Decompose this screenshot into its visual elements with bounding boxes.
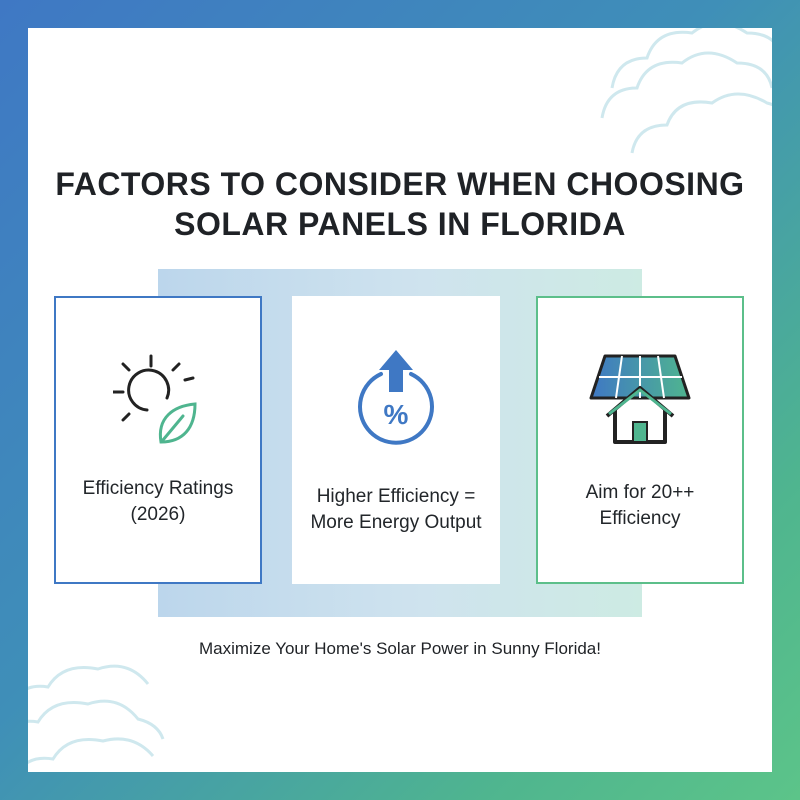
cloud-decoration-icon xyxy=(28,664,165,765)
card-label-line-1: Efficiency Ratings xyxy=(82,478,234,499)
card-label: Aim for 20++ Efficiency xyxy=(548,480,732,532)
card-label: Efficiency Ratings (2026) xyxy=(66,476,250,528)
card-label-line-1: Higher Efficiency = xyxy=(316,486,476,507)
tagline: Maximize Your Home's Solar Power in Sunn… xyxy=(199,639,601,658)
solar-panel-house-icon xyxy=(538,348,742,453)
page-title: FACTORS TO CONSIDER WHEN CHOOSING SOLAR … xyxy=(28,164,772,244)
card-label: Higher Efficiency = More Energy Output xyxy=(304,484,488,536)
card-label-line-2: Efficiency xyxy=(599,508,681,529)
card-higher-efficiency: % Higher Efficiency = More Energy Output xyxy=(292,296,500,584)
sun-leaf-icon xyxy=(56,348,260,453)
title-line-2: SOLAR PANELS IN FLORIDA xyxy=(174,206,626,242)
card-label-line-1: Aim for 20++ xyxy=(585,482,695,503)
percent-up-arrow-icon: % xyxy=(294,348,498,453)
svg-text:%: % xyxy=(384,399,409,430)
card-label-line-2: (2026) xyxy=(130,504,186,525)
title-line-1: FACTORS TO CONSIDER WHEN CHOOSING xyxy=(55,166,745,202)
card-label-line-2: More Energy Output xyxy=(310,512,482,533)
cloud-decoration-icon xyxy=(600,28,772,154)
card-efficiency-ratings: Efficiency Ratings (2026) xyxy=(54,296,262,584)
card-aim-for-20: Aim for 20++ Efficiency xyxy=(536,296,744,584)
content-panel: FACTORS TO CONSIDER WHEN CHOOSING SOLAR … xyxy=(28,28,772,772)
